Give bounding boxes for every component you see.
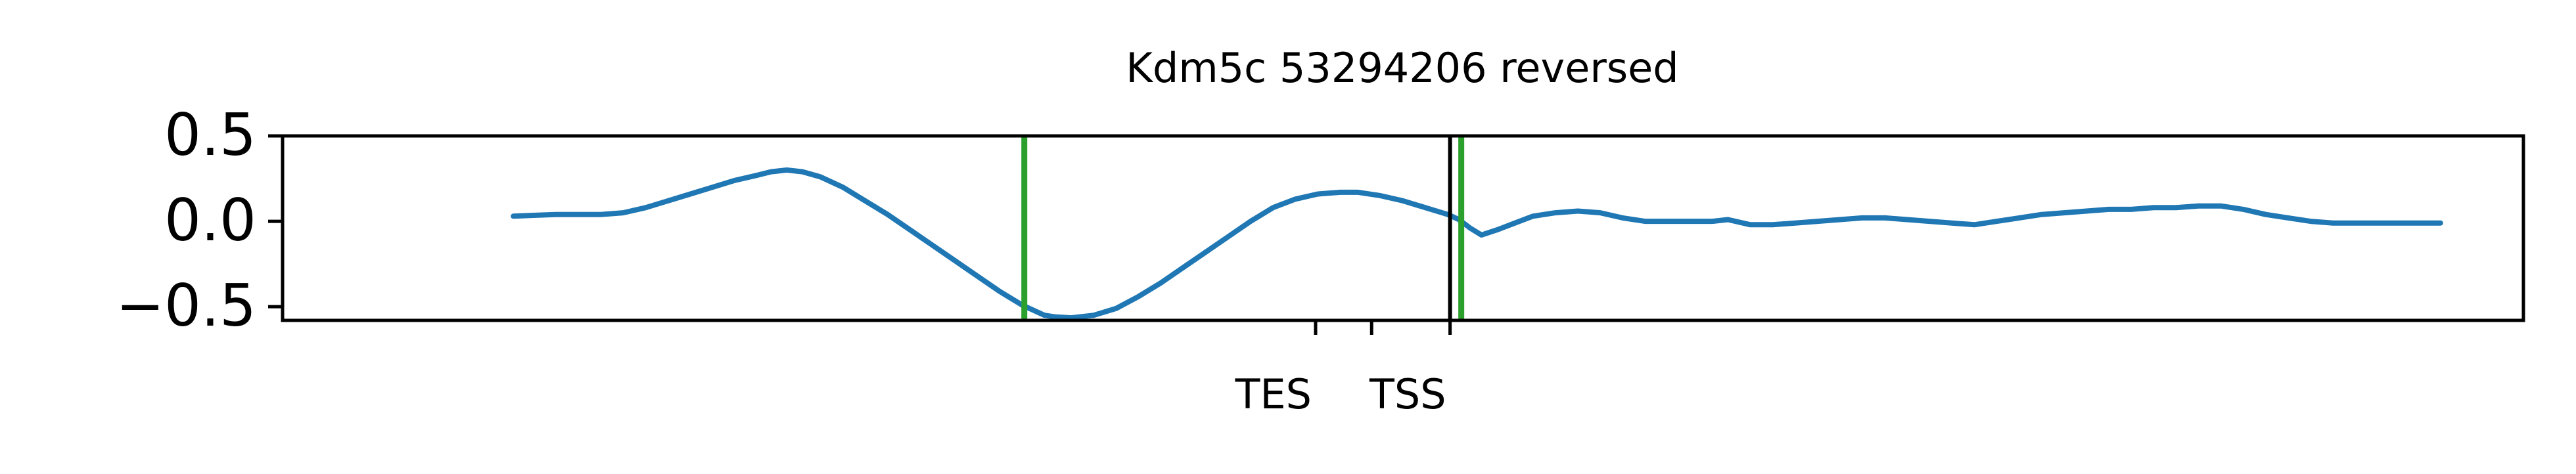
x-tick-label-0: TES: [1235, 370, 1312, 418]
x-tick-label-2: TSS: [1369, 370, 1446, 418]
plot-area: 0.5 0.0 −0.5 TES TSS: [116, 101, 2525, 418]
chart-title: Kdm5c 53294206 reversed: [1126, 44, 1678, 92]
series-line-0: [511, 167, 2443, 321]
y-tick-label-2: −0.5: [116, 272, 256, 339]
y-tick-label-1: 0.0: [164, 186, 256, 254]
y-tick-label-0: 0.5: [164, 101, 256, 169]
plot-frame: [281, 134, 2525, 322]
